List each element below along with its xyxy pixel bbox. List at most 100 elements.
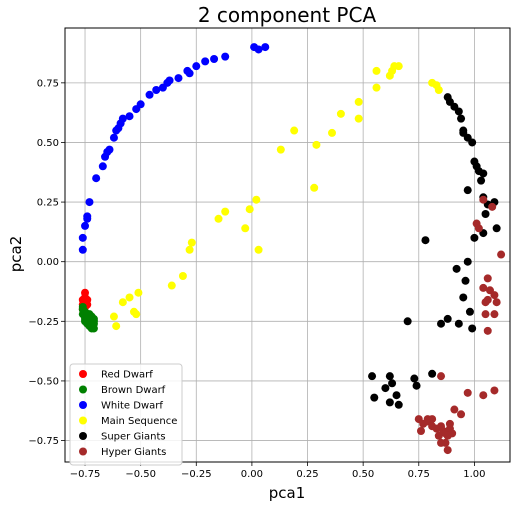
- data-point: [468, 324, 477, 333]
- legend-marker: [79, 370, 87, 378]
- series-hyper-giants: [414, 195, 506, 455]
- data-point: [428, 415, 437, 424]
- data-point: [403, 317, 412, 326]
- data-point: [428, 369, 437, 378]
- data-point: [98, 162, 107, 171]
- series-brown-dwarf: [78, 303, 98, 333]
- data-point: [81, 221, 90, 230]
- data-point: [452, 264, 461, 273]
- x-tick-label: −0.25: [181, 469, 212, 480]
- data-point: [221, 207, 230, 216]
- data-point: [145, 90, 154, 99]
- data-point: [474, 224, 483, 233]
- data-point: [492, 224, 501, 233]
- grid: [65, 28, 510, 462]
- data-point: [448, 429, 457, 438]
- data-point: [83, 295, 92, 304]
- legend-box: [69, 363, 183, 466]
- data-point: [261, 43, 270, 52]
- data-point: [372, 83, 381, 92]
- data-point: [118, 298, 127, 307]
- data-point: [167, 281, 176, 290]
- y-tick-label: 0.25: [37, 198, 59, 209]
- data-point: [372, 66, 381, 75]
- x-tick-label: 0.00: [241, 469, 263, 480]
- series-main-sequence: [109, 62, 443, 331]
- data-point: [185, 69, 194, 78]
- data-point: [105, 145, 114, 154]
- data-point: [78, 303, 87, 311]
- data-point: [443, 446, 452, 455]
- data-point: [443, 314, 452, 323]
- data-point: [394, 62, 403, 71]
- data-point: [132, 310, 141, 319]
- data-point: [388, 379, 397, 388]
- data-point: [463, 388, 472, 397]
- data-point: [109, 133, 118, 142]
- data-point: [490, 291, 499, 300]
- data-point: [125, 293, 134, 302]
- data-point: [483, 274, 492, 283]
- data-point: [481, 298, 490, 307]
- y-tick-label: 0.50: [37, 138, 59, 149]
- x-tick-label: 1.00: [463, 469, 485, 480]
- series-super-giants: [368, 93, 501, 409]
- legend-label: Red Dwarf: [101, 370, 153, 381]
- data-point: [78, 233, 87, 242]
- data-point: [445, 419, 454, 428]
- data-point: [165, 76, 174, 85]
- y-tick-label: −0.75: [28, 436, 59, 447]
- data-point: [92, 174, 101, 183]
- data-point: [312, 140, 321, 149]
- data-point: [412, 381, 421, 390]
- legend-label: Super Giants: [101, 432, 166, 443]
- data-point: [392, 391, 401, 400]
- x-tick-label: −0.75: [70, 469, 101, 480]
- data-point: [81, 317, 90, 326]
- data-point: [328, 128, 336, 137]
- data-point: [134, 288, 143, 297]
- data-point: [463, 257, 472, 266]
- y-tick-label: −0.25: [28, 317, 59, 328]
- data-points: [78, 43, 506, 455]
- data-point: [477, 176, 486, 185]
- data-point: [461, 276, 470, 285]
- data-point: [185, 245, 194, 254]
- data-point: [434, 86, 443, 94]
- data-point: [254, 245, 263, 254]
- data-point: [479, 283, 488, 292]
- data-point: [109, 312, 118, 321]
- data-point: [465, 307, 474, 316]
- data-point: [241, 224, 250, 233]
- legend-marker: [79, 401, 87, 409]
- data-point: [419, 419, 428, 428]
- data-point: [437, 372, 446, 381]
- data-point: [118, 114, 127, 123]
- data-point: [245, 205, 254, 214]
- data-point: [479, 391, 488, 400]
- legend-label: White Dwarf: [101, 401, 163, 412]
- y-tick-label: −0.50: [28, 376, 59, 387]
- data-point: [457, 114, 466, 123]
- data-point: [488, 202, 497, 211]
- data-point: [174, 74, 183, 83]
- data-point: [252, 195, 261, 204]
- data-point: [290, 126, 299, 135]
- data-point: [468, 138, 477, 147]
- data-point: [83, 212, 92, 221]
- y-axis-label: pca2: [7, 236, 25, 273]
- data-point: [490, 386, 499, 395]
- data-point: [78, 245, 87, 254]
- data-point: [89, 317, 98, 326]
- data-point: [310, 183, 319, 192]
- data-point: [417, 427, 425, 435]
- data-point: [463, 186, 472, 195]
- data-point: [368, 372, 377, 381]
- data-point: [354, 114, 363, 123]
- data-point: [421, 236, 430, 245]
- data-point: [497, 250, 506, 259]
- data-point: [381, 384, 390, 393]
- data-point: [479, 169, 488, 178]
- data-point: [85, 198, 94, 207]
